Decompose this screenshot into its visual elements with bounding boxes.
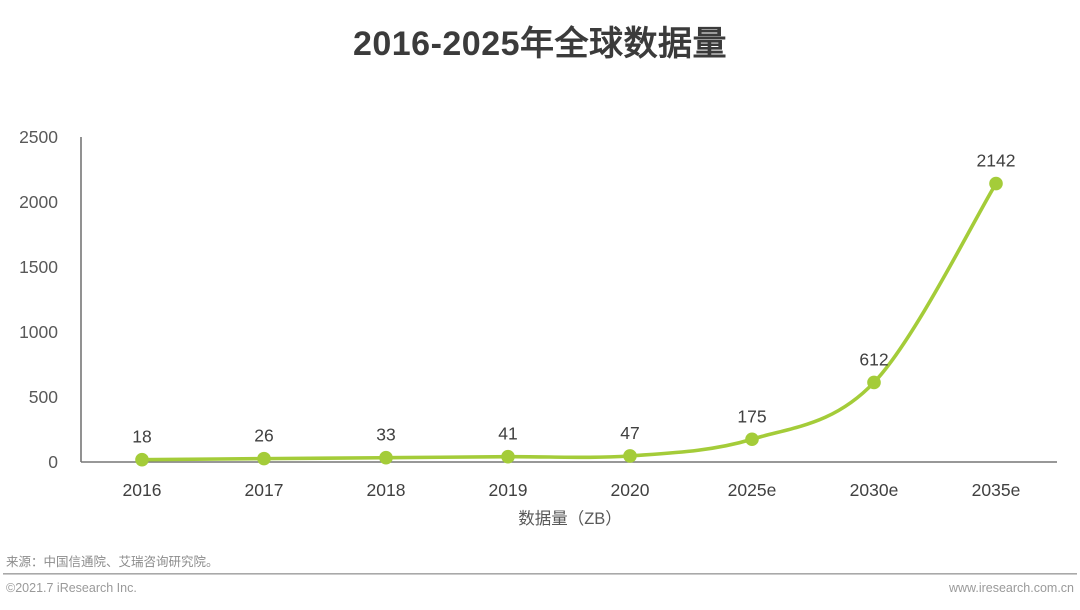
copyright-text: ©2021.7 iResearch Inc.: [6, 581, 137, 595]
y-tick-label: 1000: [19, 322, 58, 342]
data-label: 612: [859, 349, 888, 369]
x-tick-label: 2018: [367, 480, 406, 500]
data-label: 33: [376, 425, 395, 445]
source-note: 来源：中国信通院、艾瑞咨询研究院。: [6, 555, 219, 569]
y-tick-label: 0: [48, 452, 58, 472]
y-tick-label: 2000: [19, 192, 58, 212]
data-point: [989, 176, 1003, 191]
data-label: 175: [737, 406, 766, 426]
data-label: 2142: [977, 151, 1016, 171]
x-tick-label: 2019: [489, 480, 528, 500]
x-tick-label: 2017: [245, 480, 284, 500]
chart-title: 2016-2025年全球数据量: [352, 25, 728, 63]
footer-divider: [3, 573, 1077, 575]
website-link[interactable]: www.iresearch.com.cn: [948, 581, 1074, 595]
x-tick-label: 2016: [123, 480, 162, 500]
line-chart: 数据量（ZB） 0 500 1000 1500 2000 2500 2016 2017 2018…: [19, 127, 1057, 528]
data-point: [623, 449, 637, 463]
x-tick-label: 2025e: [728, 480, 777, 500]
data-label: 18: [132, 427, 151, 447]
x-tick-label: 2030e: [850, 480, 899, 500]
data-point: [257, 451, 271, 466]
data-label: 41: [498, 424, 517, 444]
data-line: [140, 181, 998, 462]
x-axis-title: 数据量（ZB）: [518, 509, 622, 528]
data-point: [135, 452, 149, 467]
y-tick-label: 500: [29, 387, 58, 407]
y-tick-label: 2500: [19, 127, 58, 147]
y-tick-label: 1500: [19, 257, 58, 277]
x-tick-label: 2020: [611, 480, 650, 500]
data-point: [867, 375, 881, 390]
data-point: [745, 432, 759, 447]
data-point: [501, 449, 515, 464]
x-tick-label: 2035e: [972, 480, 1021, 500]
data-point: [379, 450, 393, 465]
data-label: 47: [620, 423, 639, 443]
data-label: 26: [254, 426, 273, 446]
